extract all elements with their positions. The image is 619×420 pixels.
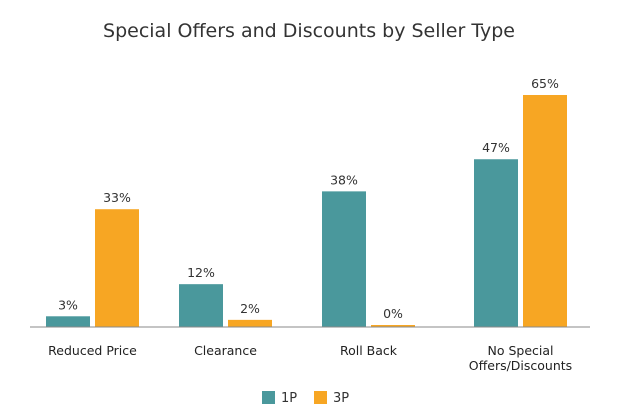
bar-3p-0 [95,209,139,327]
bar-1p-0 [46,316,90,327]
bar-3p-2 [371,325,415,327]
data-label-1p-0: 3% [58,297,78,312]
data-label-3p-2: 0% [383,306,403,321]
category-labels-layer: Reduced Price Clearance Roll Back No Specia… [48,343,572,373]
data-label-3p-1: 2% [240,301,260,316]
bars-layer [46,95,567,327]
data-label-3p-0: 33% [103,190,131,205]
data-label-1p-2: 38% [330,172,358,187]
legend-swatch-3p [314,391,327,404]
bar-3p-3 [523,95,567,327]
data-labels-layer: 3% 33% 12% 2% 38% 0% 47% 65% [58,76,559,321]
category-label-0: Reduced Price [48,343,137,358]
legend-label-3p: 3P [333,391,349,406]
legend-swatch-1p [262,391,275,404]
chart-title: Special Offers and Discounts by Seller T… [103,20,515,42]
category-label-2: Roll Back [340,343,398,358]
bar-3p-1 [228,319,272,327]
bar-1p-3 [474,159,518,327]
category-label-3: No Special Offers/Discounts [469,343,572,373]
data-label-1p-1: 12% [187,265,215,280]
data-label-3p-3: 65% [531,76,559,91]
bar-1p-2 [322,191,366,327]
legend-label-1p: 1P [281,391,297,406]
legend: 1P 3P [262,391,349,406]
category-label-1: Clearance [194,343,257,358]
data-label-1p-3: 47% [482,140,510,155]
bar-1p-1 [179,284,223,327]
